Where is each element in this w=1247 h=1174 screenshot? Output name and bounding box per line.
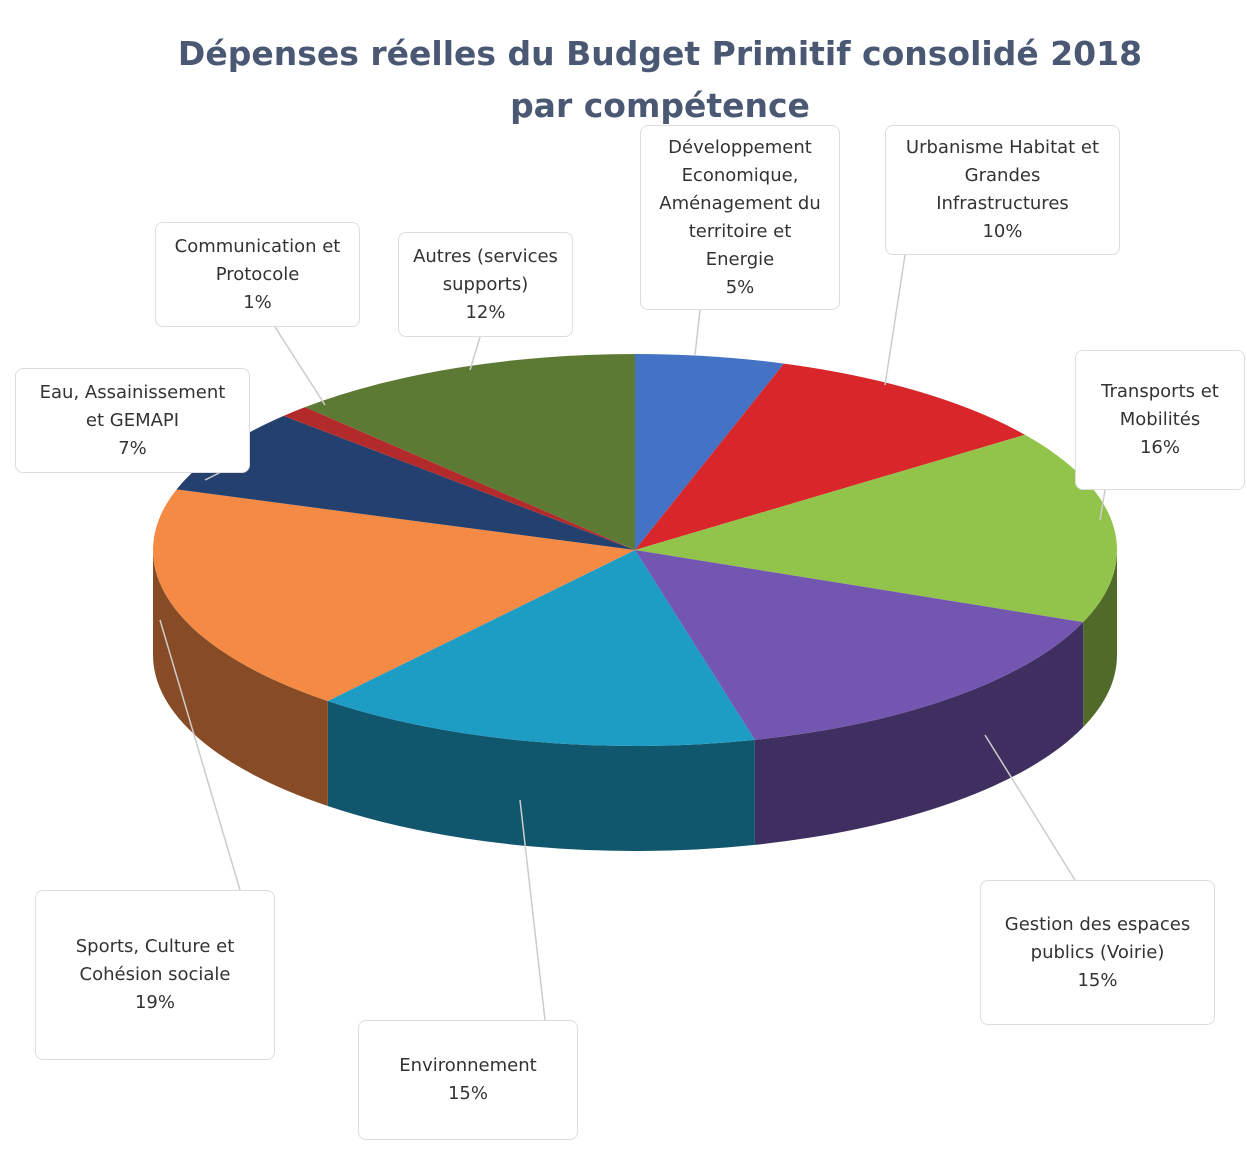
data-label: Communication et Protocole 1% bbox=[155, 222, 360, 327]
leader-line bbox=[694, 309, 701, 356]
leader-line bbox=[274, 326, 326, 406]
value-label: 12% bbox=[465, 301, 506, 323]
slice bbox=[635, 354, 784, 550]
slice bbox=[153, 489, 635, 702]
chart-title: Dépenses réelles du Budget Primitif cons… bbox=[177, 34, 1143, 125]
slice-side bbox=[153, 550, 328, 807]
slice-side bbox=[1083, 550, 1117, 728]
category-name: Transports et Mobilités bbox=[1101, 381, 1219, 430]
leader-line bbox=[984, 734, 1076, 881]
slice bbox=[635, 434, 1117, 623]
leader-line bbox=[884, 254, 906, 386]
category-name: Autres (services supports) bbox=[413, 245, 558, 295]
leader-line bbox=[469, 336, 481, 371]
data-label: Autres (services supports) 12% bbox=[398, 232, 573, 337]
slice bbox=[635, 550, 1084, 740]
value-label: 15% bbox=[1077, 969, 1118, 991]
slice bbox=[635, 363, 1025, 550]
leader-line bbox=[1099, 489, 1106, 521]
category-name: Eau, Assainissement et GEMAPI bbox=[39, 381, 226, 431]
slice-side bbox=[754, 622, 1084, 845]
data-label: Gestion des espaces publics (Voirie) 15% bbox=[980, 880, 1215, 1025]
category-name: Environnement bbox=[399, 1055, 537, 1076]
category-name: Communication et Protocole bbox=[174, 235, 341, 285]
category-name: Gestion des espaces publics (Voirie) bbox=[1004, 913, 1191, 963]
value-label: 1% bbox=[243, 291, 272, 313]
value-label: 10% bbox=[982, 221, 1023, 242]
slice bbox=[327, 550, 755, 746]
value-label: 19% bbox=[134, 992, 175, 1013]
category-name: Sports, Culture et Cohésion sociale bbox=[75, 936, 235, 985]
data-label: Transports et Mobilités 16% bbox=[1075, 350, 1245, 490]
data-label: Eau, Assainissement et GEMAPI 7% bbox=[15, 368, 250, 473]
leader-line bbox=[519, 799, 546, 1021]
data-label: Développement Economique, Aménagement du… bbox=[640, 125, 840, 310]
value-label: 7% bbox=[118, 437, 147, 459]
value-label: 16% bbox=[1139, 437, 1180, 458]
category-name: Développement Economique, Aménagement du… bbox=[659, 136, 821, 270]
data-label: Sports, Culture et Cohésion sociale 19% bbox=[35, 890, 275, 1060]
value-label: 5% bbox=[725, 276, 755, 298]
value-label: 15% bbox=[447, 1083, 488, 1104]
slice bbox=[283, 407, 635, 550]
leader-line bbox=[159, 619, 241, 891]
category-name: Urbanisme Habitat et Grandes Infrastruct… bbox=[905, 137, 1100, 214]
slice bbox=[305, 354, 635, 550]
data-label: Urbanisme Habitat et Grandes Infrastruct… bbox=[885, 125, 1120, 255]
slice bbox=[176, 415, 635, 550]
data-label: Environnement 15% bbox=[358, 1020, 578, 1140]
slice-side bbox=[327, 701, 755, 851]
